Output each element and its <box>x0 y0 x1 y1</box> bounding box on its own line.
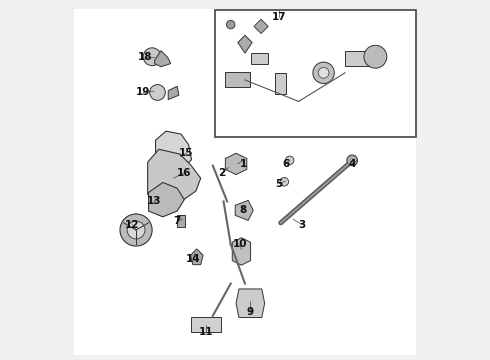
Polygon shape <box>235 201 253 220</box>
Text: 8: 8 <box>240 205 247 215</box>
Polygon shape <box>191 249 203 265</box>
Circle shape <box>347 155 358 166</box>
Text: 6: 6 <box>282 159 290 169</box>
Polygon shape <box>177 215 185 228</box>
Polygon shape <box>168 86 179 100</box>
Polygon shape <box>238 35 252 53</box>
Polygon shape <box>254 19 268 33</box>
Polygon shape <box>251 53 268 64</box>
Polygon shape <box>232 238 250 265</box>
Circle shape <box>143 48 161 66</box>
Text: 9: 9 <box>247 307 254 317</box>
Circle shape <box>285 156 294 165</box>
Text: 14: 14 <box>186 253 200 264</box>
Polygon shape <box>275 73 286 94</box>
Polygon shape <box>155 131 192 175</box>
Circle shape <box>318 67 329 78</box>
Text: 19: 19 <box>136 87 150 98</box>
Text: 7: 7 <box>173 216 181 226</box>
Polygon shape <box>236 289 265 318</box>
Circle shape <box>120 214 152 246</box>
Text: 1: 1 <box>240 159 247 169</box>
Polygon shape <box>345 51 373 66</box>
Text: 17: 17 <box>271 13 286 22</box>
Text: 13: 13 <box>147 197 161 206</box>
Polygon shape <box>155 51 171 67</box>
Text: 5: 5 <box>275 179 283 189</box>
Polygon shape <box>191 317 220 332</box>
Polygon shape <box>225 72 250 87</box>
Text: 3: 3 <box>298 220 306 230</box>
Text: 2: 2 <box>218 168 225 178</box>
Polygon shape <box>147 149 201 207</box>
Text: 15: 15 <box>179 148 194 158</box>
Text: 12: 12 <box>125 220 140 230</box>
Circle shape <box>226 20 235 29</box>
Polygon shape <box>148 183 184 217</box>
Polygon shape <box>225 153 247 175</box>
Circle shape <box>127 221 145 239</box>
Text: 10: 10 <box>232 239 247 249</box>
Text: 11: 11 <box>198 327 213 337</box>
Circle shape <box>280 177 289 186</box>
Circle shape <box>313 62 334 84</box>
Text: 18: 18 <box>138 52 152 62</box>
Text: 4: 4 <box>348 159 356 169</box>
Circle shape <box>364 45 387 68</box>
Bar <box>215 10 416 137</box>
Circle shape <box>149 85 165 100</box>
Text: 16: 16 <box>177 168 192 178</box>
